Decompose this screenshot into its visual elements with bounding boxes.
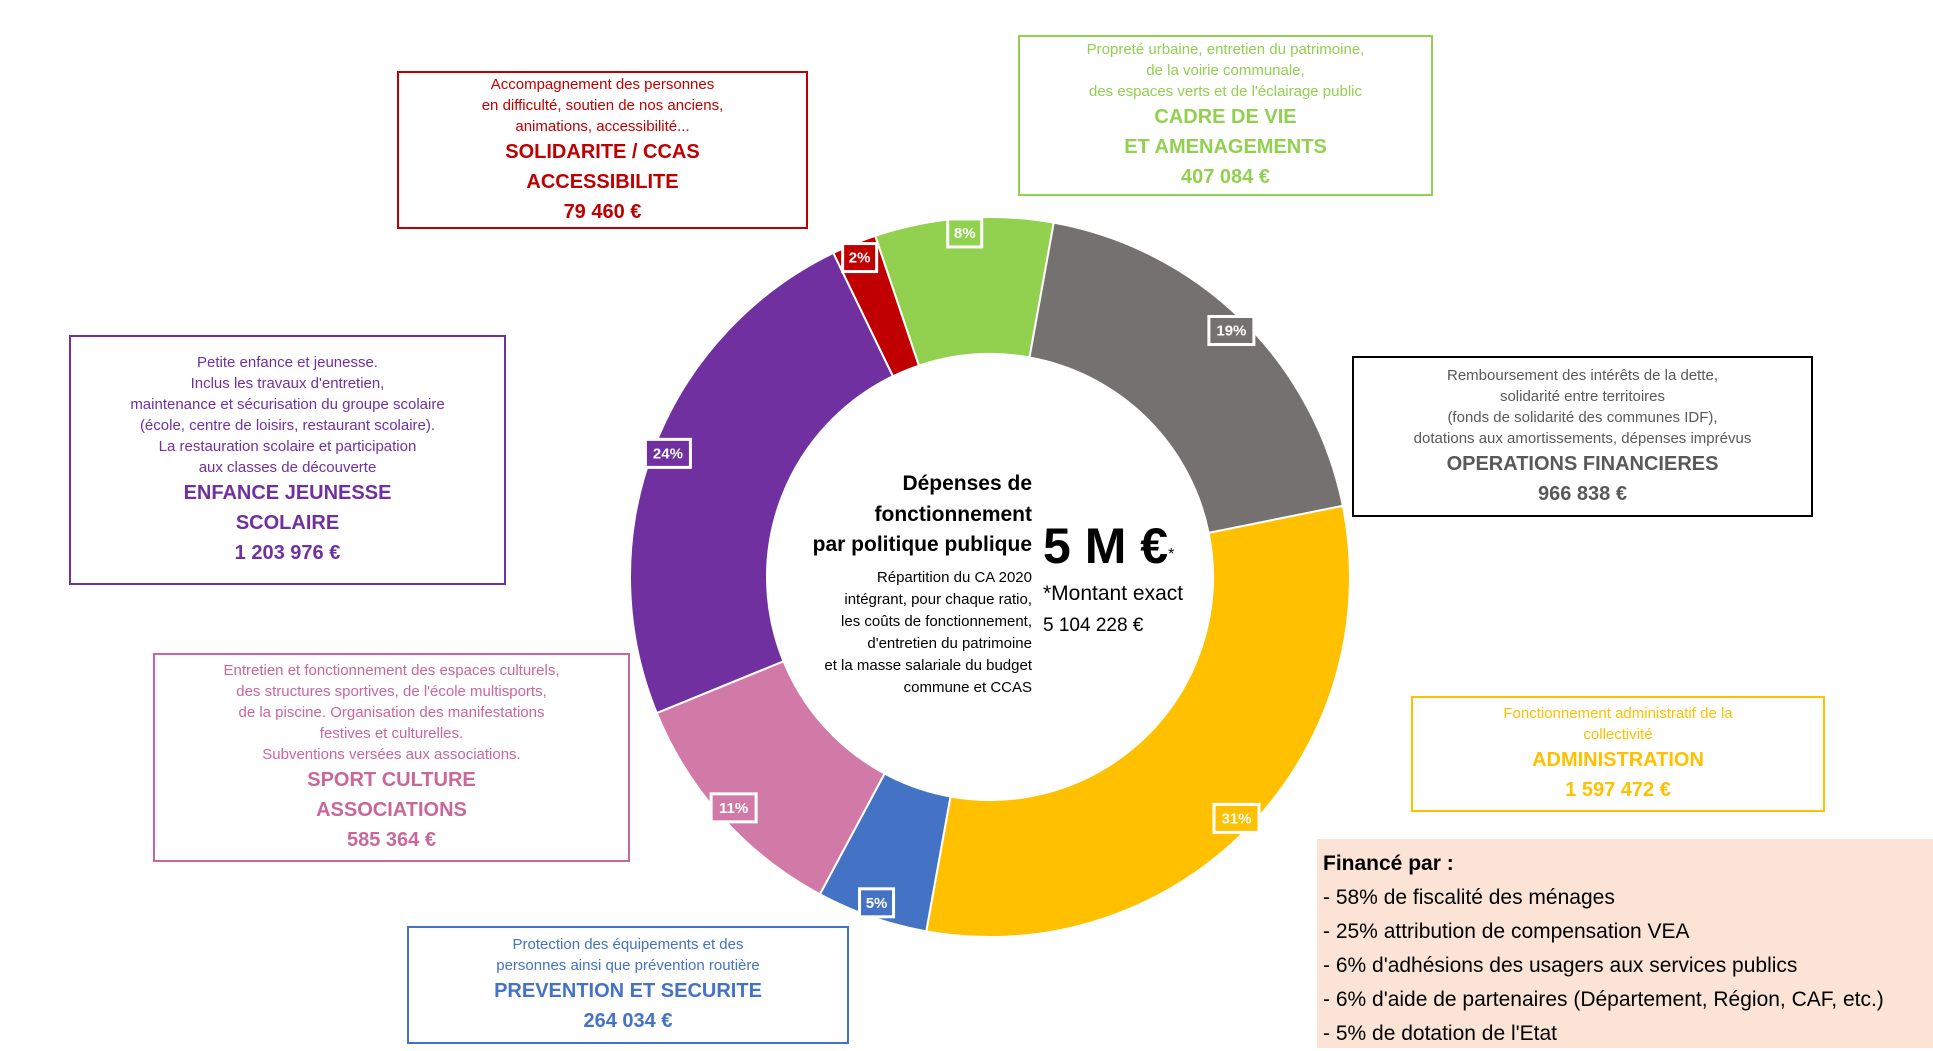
exact-label: *Montant exact	[1043, 582, 1183, 605]
value-label-bg	[946, 217, 984, 249]
annotation-description: en difficulté, soutien de nos anciens,	[481, 96, 724, 114]
center-total-mark: *	[1168, 546, 1174, 563]
annotation-description: (école, centre de loisirs, restaurant sc…	[139, 417, 436, 434]
value-label: 11%	[719, 800, 748, 817]
annotation-box: Propreté urbaine, entretien du patrimoin…	[1018, 35, 1433, 196]
annotation-description: animations, accessibilité...	[515, 117, 690, 135]
annotation-description: dotations aux amortissements, dépenses i…	[1413, 429, 1752, 447]
center-total-value: 5 M €	[1043, 518, 1168, 574]
center-note: les coûts de fonctionnement,	[841, 613, 1032, 630]
value-label: 24%	[653, 445, 683, 462]
value-label-bg	[841, 242, 879, 274]
annotation-amount: 585 364 €	[347, 829, 436, 851]
slice	[629, 251, 895, 715]
annotation-title: ACCESSIBILITE	[526, 170, 679, 193]
center-note: d'entretien du patrimoine	[867, 635, 1032, 652]
annotation-description: Protection des équipements et des	[512, 936, 744, 953]
annotation-description: Subventions versées aux associations.	[262, 746, 521, 763]
value-label-bg	[643, 437, 692, 469]
annotation-description: maintenance et sécurisation du groupe sc…	[130, 396, 445, 413]
annotation-box: Accompagnement des personnes en difficult…	[397, 71, 808, 229]
exact-amount: 5 104 228 €	[1043, 615, 1144, 636]
value-label-bg	[709, 792, 758, 824]
value-label: 2%	[849, 250, 871, 267]
funding-item: - 5% de dotation de l'Etat	[1323, 1022, 1557, 1045]
annotation-title: OPERATIONS FINANCIERES	[1446, 452, 1719, 475]
funding-title: Financé par :	[1323, 852, 1454, 875]
value-label: 5%	[866, 895, 888, 912]
annotation-description: des espaces verts et de l'éclairage publ…	[1088, 83, 1363, 100]
value-label: 8%	[954, 225, 976, 242]
annotation-box: Remboursement des intérêts de la dette, s…	[1352, 356, 1813, 517]
annotation-description: La restauration scolaire et participatio…	[158, 438, 417, 455]
annotation-title: SOLIDARITE / CCAS	[505, 140, 700, 163]
annotation-description: de la voirie communale,	[1146, 62, 1305, 79]
value-label-bg	[1207, 315, 1256, 347]
annotation-amount: 966 838 €	[1538, 482, 1627, 505]
funding-item: - 6% d'aide de partenaires (Département,…	[1323, 988, 1884, 1011]
funding-item: - 6% d'adhésions des usagers aux service…	[1323, 954, 1798, 977]
annotation-description: Inclus les travaux d'entretien,	[190, 375, 385, 392]
annotation-description: de la piscine. Organisation des manifest…	[238, 704, 545, 721]
value-label: 31%	[1221, 810, 1251, 827]
annotation-amount: 264 034 €	[583, 1010, 673, 1032]
annotation-title: CADRE DE VIE	[1154, 106, 1297, 128]
annotation-box: Fonctionnement administratif de la collec…	[1411, 696, 1825, 812]
center-note: intégrant, pour chaque ratio,	[844, 591, 1032, 608]
annotation-description: aux classes de découverte	[198, 459, 377, 476]
center-title: par politique publique	[813, 533, 1032, 556]
annotation-description: Propreté urbaine, entretien du patrimoin…	[1086, 41, 1365, 58]
value-label-bg	[1212, 802, 1261, 834]
annotation-description: Entretien et fonctionnement des espaces …	[223, 662, 560, 679]
funding-item: - 25% attribution de compensation VEA	[1323, 920, 1690, 943]
center-title: fonctionnement	[875, 503, 1033, 526]
annotation-box: Protection des équipements et des personn…	[407, 926, 849, 1044]
annotation-amount: 407 084 €	[1181, 166, 1270, 188]
annotation-description: Petite enfance et jeunesse.	[197, 354, 378, 371]
annotation-title: ASSOCIATIONS	[316, 799, 467, 821]
annotation-description: des structures sportives, de l'école mul…	[236, 683, 547, 700]
funding-box: Financé par : - 58% de fiscalité des mén…	[1317, 839, 1933, 1048]
annotation-box: Entretien et fonctionnement des espaces …	[153, 653, 630, 862]
annotation-amount: 1 597 472 €	[1565, 779, 1671, 801]
annotation-description: festives et culturelles.	[319, 725, 464, 742]
annotation-description: Fonctionnement administratif de la	[1503, 705, 1733, 722]
center-total: 5 M €*	[1043, 518, 1174, 574]
annotation-description: personnes ainsi que prévention routière	[496, 957, 760, 974]
value-label: 19%	[1216, 322, 1246, 339]
value-label-bg	[858, 887, 896, 919]
center-note: et la masse salariale du budget	[824, 657, 1032, 674]
annotation-description: collectivité	[1583, 726, 1653, 743]
annotation-box: Petite enfance et jeunesse. Inclus les tr…	[69, 335, 506, 585]
slice	[1028, 221, 1345, 535]
annotation-description: (fonds de solidarité des communes IDF),	[1447, 408, 1718, 426]
annotation-title: ENFANCE JEUNESSE	[183, 482, 392, 504]
annotation-title: ADMINISTRATION	[1532, 749, 1704, 771]
annotation-description: solidarité entre territoires	[1499, 387, 1666, 405]
annotation-title: SCOLAIRE	[235, 512, 340, 534]
center-note: commune et CCAS	[904, 679, 1032, 696]
annotation-title: SPORT CULTURE	[307, 769, 476, 791]
center-note: Répartition du CA 2020	[877, 569, 1032, 586]
annotation-description: Remboursement des intérêts de la dette,	[1447, 366, 1718, 384]
annotation-title: ET AMENAGEMENTS	[1124, 136, 1327, 158]
funding-item: - 58% de fiscalité des ménages	[1323, 886, 1615, 909]
annotation-description: Accompagnement des personnes	[490, 75, 715, 93]
annotation-amount: 79 460 €	[563, 200, 642, 223]
annotation-amount: 1 203 976 €	[234, 542, 341, 564]
center-title: Dépenses de	[902, 472, 1032, 495]
annotation-title: PREVENTION ET SECURITE	[494, 980, 762, 1002]
